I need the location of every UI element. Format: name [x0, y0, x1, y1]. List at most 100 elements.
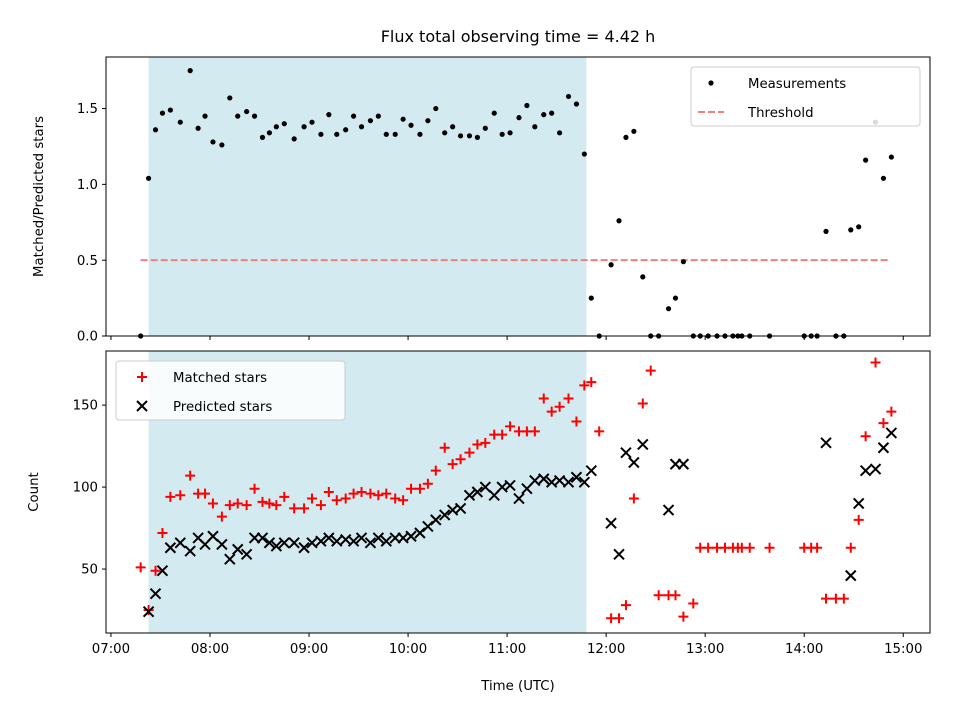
data-point: [878, 418, 889, 429]
data-point: [340, 493, 351, 504]
data-point: [326, 112, 332, 118]
data-point: [573, 101, 580, 107]
ratio-y-axis-label: Matched/Predicted stars: [32, 116, 47, 277]
data-point: [263, 537, 276, 549]
data-point: [343, 127, 349, 133]
data-point: [677, 458, 690, 470]
data-point: [367, 118, 374, 124]
data-point: [240, 548, 253, 561]
data-point: [546, 406, 557, 417]
data-point: [143, 605, 154, 616]
data-point: [585, 464, 597, 477]
y-tick-label: 150: [73, 399, 98, 414]
data-point: [507, 130, 513, 136]
data-point: [678, 611, 689, 622]
data-point: [380, 535, 392, 547]
legend-marker: [137, 372, 147, 382]
data-point: [863, 157, 869, 163]
data-point: [491, 110, 497, 116]
data-point: [688, 598, 699, 609]
data-point: [207, 530, 219, 542]
data-point: [315, 500, 326, 511]
ratio-legend: Measurements Threshold: [690, 66, 921, 127]
data-point: [869, 463, 882, 475]
data-point: [270, 540, 283, 552]
data-point: [623, 134, 629, 140]
data-point: [149, 587, 162, 600]
data-point: [482, 125, 488, 131]
data-point: [471, 486, 484, 498]
data-point: [447, 459, 458, 470]
data-point: [529, 474, 541, 487]
data-point: [439, 509, 451, 521]
data-point: [563, 393, 574, 404]
data-point: [442, 130, 448, 136]
counts-marks: [135, 357, 898, 624]
data-point: [672, 295, 679, 301]
predicted-stars-series: [142, 427, 898, 618]
data-point: [224, 553, 236, 565]
data-point: [472, 439, 483, 450]
data-point: [279, 491, 290, 502]
data-point: [251, 113, 258, 119]
data-point: [278, 537, 290, 549]
data-point: [235, 113, 241, 119]
data-point: [365, 488, 376, 499]
legend-label: Measurements: [748, 77, 846, 92]
data-point: [532, 124, 538, 130]
legend-box: [115, 360, 346, 421]
data-point: [455, 454, 466, 465]
ratio-panel: 0.0 0.5 1.0 1.5 Matched/Predicted stars Mea…: [32, 56, 931, 345]
y-tick-label: 1.5: [77, 102, 98, 117]
data-point: [454, 502, 467, 515]
data-point: [586, 377, 597, 388]
data-point: [299, 503, 310, 514]
data-point: [594, 426, 605, 437]
counts-legend: Matched stars Predicted stars: [115, 360, 346, 421]
data-point: [224, 500, 235, 511]
data-point: [257, 496, 268, 507]
ratio-axes: 0.0 0.5 1.0 1.5: [77, 102, 904, 345]
legend-box: [690, 66, 921, 127]
data-point: [232, 543, 244, 556]
data-point: [348, 488, 359, 499]
data-point: [156, 564, 169, 577]
data-point: [195, 125, 201, 131]
data-point: [680, 259, 686, 265]
data-point: [244, 108, 250, 115]
data-point: [620, 600, 631, 611]
data-point: [174, 537, 186, 549]
x-tick-label: 09:00: [290, 642, 328, 657]
data-point: [885, 427, 898, 439]
data-point: [207, 498, 218, 509]
data-point: [165, 491, 176, 502]
data-point: [392, 131, 398, 137]
data-point: [570, 471, 583, 483]
data-point: [888, 154, 894, 160]
x-tick-label: 07:00: [92, 642, 130, 657]
data-point: [417, 131, 423, 137]
data-point: [375, 113, 381, 119]
x-tick-label: 13:00: [686, 642, 724, 657]
data-point: [538, 393, 549, 404]
data-point: [422, 478, 433, 489]
data-point: [670, 590, 681, 601]
data-point: [838, 593, 849, 604]
data-point: [150, 565, 161, 576]
data-point: [307, 493, 317, 504]
data-point: [142, 605, 155, 618]
data-point: [398, 495, 409, 506]
data-point: [845, 569, 857, 582]
data-point: [637, 398, 648, 409]
data-point: [464, 447, 475, 458]
data-point: [425, 118, 431, 124]
data-point: [406, 483, 417, 494]
data-point: [135, 562, 146, 573]
data-point: [541, 112, 547, 118]
data-point: [408, 122, 414, 128]
data-point: [281, 121, 287, 127]
data-point: [318, 131, 324, 137]
data-point: [565, 93, 572, 100]
data-point: [588, 295, 594, 301]
